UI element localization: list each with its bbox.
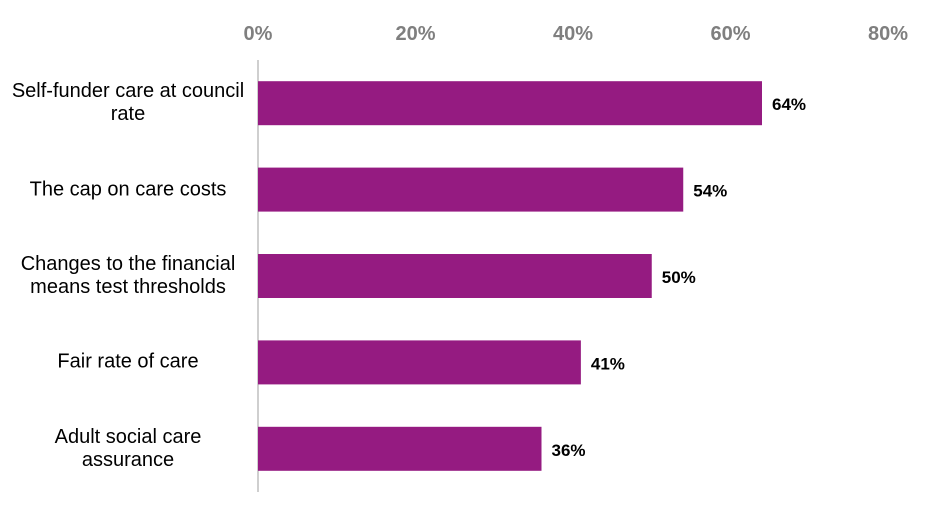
category-label: The cap on care costs: [29, 178, 227, 201]
x-tick-label: 80%: [868, 23, 908, 45]
value-label: 64%: [772, 95, 806, 114]
category-label: Self-funder care at council rate: [11, 80, 245, 126]
x-tick-label: 20%: [395, 23, 435, 45]
bar: [258, 340, 581, 385]
category-label: Fair rate of care: [57, 350, 199, 373]
value-label: 54%: [693, 182, 727, 201]
x-tick-label: 0%: [244, 23, 273, 45]
value-label: 50%: [662, 268, 696, 287]
x-tick-label: 60%: [710, 23, 750, 45]
bar: [258, 167, 684, 212]
bar: [258, 426, 542, 471]
value-label: 36%: [552, 441, 586, 460]
value-label: 41%: [591, 354, 625, 373]
category-label: Adult social care assurance: [54, 425, 202, 471]
category-label: Changes to the financial means test thre…: [20, 253, 236, 298]
bar: [258, 254, 652, 298]
x-tick-label: 40%: [553, 23, 593, 45]
bar: [258, 81, 762, 126]
